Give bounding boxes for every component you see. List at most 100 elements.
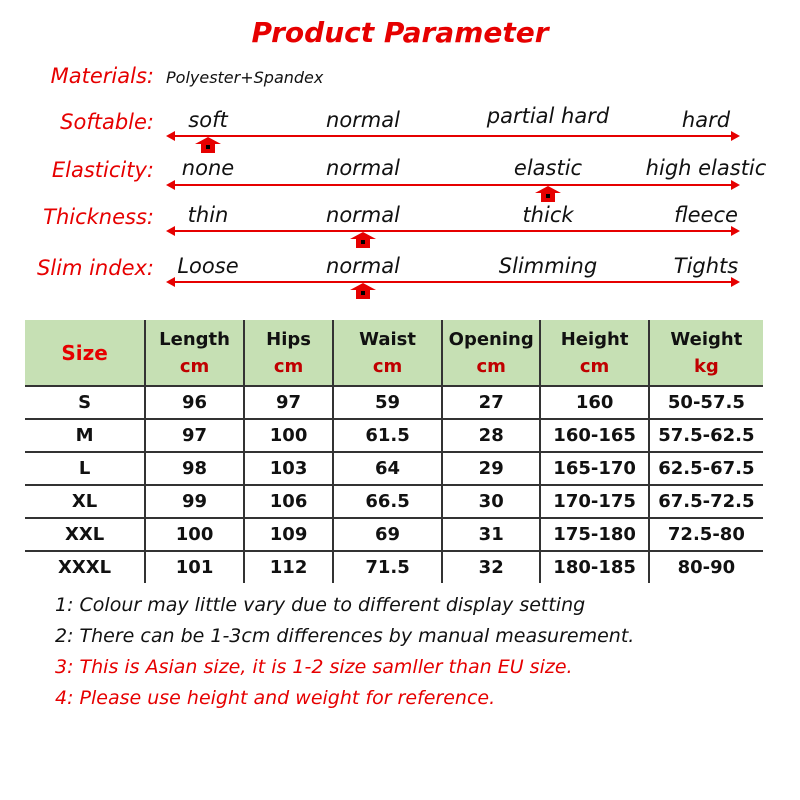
- param-label-text: Thickness: [43, 205, 147, 229]
- table-header: Hips cm: [242, 320, 334, 386]
- table-cell: 180-185: [539, 550, 649, 583]
- param-label-text: Softable: [60, 110, 147, 134]
- table-cell: 101: [144, 550, 244, 583]
- table-cell: 50-57.5: [647, 385, 763, 419]
- param-label-text: Slim index: [36, 256, 147, 280]
- table-cell: 160: [539, 385, 649, 419]
- note: 3: This is Asian size, it is 1-2 size sa…: [55, 656, 573, 678]
- param-option: Slimming: [498, 254, 598, 278]
- param-label: Thickness:: [43, 205, 154, 229]
- table-cell: 97: [144, 418, 244, 452]
- header-unit: cm: [273, 355, 304, 377]
- param-option: Loose: [177, 254, 239, 278]
- table-cell: 99: [144, 484, 244, 518]
- table-cell: 103: [242, 451, 334, 485]
- indicator-arrow-icon: [535, 186, 561, 202]
- table-cell: 32: [440, 550, 541, 583]
- table-cell: S: [25, 385, 146, 419]
- table-row: XXL 100 109 69 31 175-180 72.5-80: [25, 517, 763, 551]
- page-title: Product Parameter: [251, 16, 549, 49]
- header-unit: cm: [372, 355, 403, 377]
- table-cell: 100: [242, 418, 334, 452]
- param-option: thick: [522, 203, 574, 227]
- header-name: Size: [61, 340, 108, 365]
- table-cell: 64: [332, 451, 442, 485]
- materials-value: Polyester+Spandex: [166, 68, 324, 87]
- table-cell: 69: [332, 517, 442, 551]
- table-row: XXXL 101 112 71.5 32 180-185 80-90: [25, 550, 763, 583]
- param-option: normal: [326, 156, 400, 180]
- table-cell: XXL: [25, 517, 146, 551]
- table-cell: 72.5-80: [647, 517, 763, 551]
- header-unit: cm: [579, 355, 610, 377]
- table-cell: 175-180: [539, 517, 649, 551]
- table-cell: L: [25, 451, 146, 485]
- table-header: Opening cm: [440, 320, 541, 386]
- table-row: XL 99 106 66.5 30 170-175 67.5-72.5: [25, 484, 763, 518]
- size-table: Size Length cm Hips cm Waist cm Opening cm Height…: [25, 320, 763, 583]
- table-cell: 106: [242, 484, 334, 518]
- table-header: Waist cm: [332, 320, 442, 386]
- param-option: none: [181, 156, 235, 180]
- table-cell: 28: [440, 418, 541, 452]
- table-cell: 66.5: [332, 484, 442, 518]
- header-unit: cm: [476, 355, 506, 377]
- header-name: Waist: [359, 328, 416, 350]
- note: 2: There can be 1-3cm differences by man…: [55, 625, 635, 647]
- table-cell: 61.5: [332, 418, 442, 452]
- table-cell: 160-165: [539, 418, 649, 452]
- table-cell: 96: [144, 385, 244, 419]
- table-cell: 98: [144, 451, 244, 485]
- param-option: fleece: [674, 203, 738, 227]
- param-option: high elastic: [645, 156, 767, 180]
- table-cell: 31: [440, 517, 541, 551]
- param-label: Slim index:: [36, 256, 154, 280]
- param-option: partial hard: [486, 104, 610, 128]
- table-cell: 67.5-72.5: [647, 484, 763, 518]
- table-cell: 71.5: [332, 550, 442, 583]
- materials-label: Materials:: [50, 64, 154, 88]
- note: 1: Colour may little vary due to differe…: [55, 594, 586, 616]
- table-cell: 62.5-67.5: [647, 451, 763, 485]
- scale-line: [166, 226, 740, 236]
- table-header: Height cm: [539, 320, 649, 386]
- param-label-text: Elasticity: [51, 158, 147, 182]
- table-cell: 59: [332, 385, 442, 419]
- indicator-arrow-icon: [350, 232, 376, 248]
- param-option: soft: [188, 108, 228, 132]
- table-cell: 27: [440, 385, 541, 419]
- table-cell: 30: [440, 484, 541, 518]
- header-name: Opening: [448, 328, 534, 350]
- header-name: Weight: [670, 328, 743, 350]
- table-cell: M: [25, 418, 146, 452]
- materials-label-text: Materials: [50, 64, 147, 88]
- scale-line: [166, 131, 740, 141]
- param-option: elastic: [513, 156, 583, 180]
- table-cell: 80-90: [647, 550, 763, 583]
- header-name: Hips: [266, 328, 311, 350]
- table-cell: 100: [144, 517, 244, 551]
- header-name: Length: [159, 328, 230, 350]
- header-unit: kg: [693, 355, 719, 377]
- table-cell: XL: [25, 484, 146, 518]
- table-cell: XXXL: [25, 550, 146, 583]
- note: 4: Please use height and weight for refe…: [55, 687, 496, 709]
- header-size: Size: [25, 320, 146, 386]
- param-option: normal: [326, 108, 400, 132]
- param-option: hard: [681, 108, 731, 132]
- table-cell: 165-170: [539, 451, 649, 485]
- table-row: L 98 103 64 29 165-170 62.5-67.5: [25, 451, 763, 485]
- table-cell: 29: [440, 451, 541, 485]
- table-cell: 97: [242, 385, 334, 419]
- table-cell: 57.5-62.5: [647, 418, 763, 452]
- table-header: Weight kg: [647, 320, 763, 386]
- param-label: Elasticity:: [51, 158, 154, 182]
- table-cell: 170-175: [539, 484, 649, 518]
- table-row: M 97 100 61.5 28 160-165 57.5-62.5: [25, 418, 763, 452]
- header-name: Height: [560, 328, 629, 350]
- param-label: Softable:: [60, 110, 154, 134]
- scale-line: [166, 277, 740, 287]
- param-option: normal: [326, 254, 400, 278]
- param-option: thin: [187, 203, 229, 227]
